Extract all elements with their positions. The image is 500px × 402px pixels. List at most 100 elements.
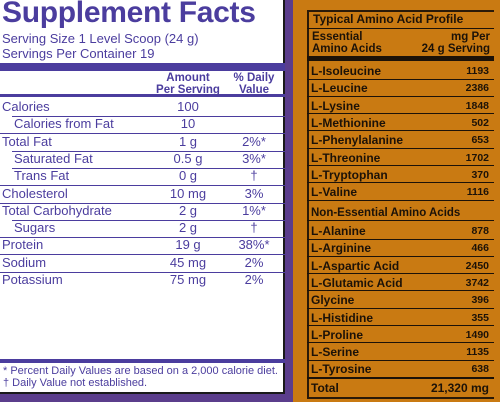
- amino-acid-name: L-Alanine: [311, 224, 366, 238]
- amino-acid-mg: 1702: [465, 151, 489, 164]
- thick-divider-top: [0, 63, 285, 71]
- amino-row-divider: [307, 342, 494, 344]
- amino-row-divider: [307, 273, 494, 275]
- amino-acid-mg: 1490: [465, 328, 489, 341]
- nutrient-row: Calories from Fat 10: [0, 115, 285, 135]
- nutrient-label: Cholesterol: [2, 185, 68, 201]
- amino-row-divider: [307, 325, 494, 326]
- amino-acid-name: L-Serine: [311, 345, 360, 360]
- amino-acid-name: L-Aspartic Acid: [311, 258, 400, 273]
- nutrient-amount: 1 g: [178, 133, 198, 149]
- amino-row-divider: [307, 307, 494, 309]
- amino-acid-name: L-Valine: [311, 185, 358, 200]
- nutrient-amount: 45 mg: [169, 254, 207, 270]
- col-header-mg-per-serving: mg Per 24 g Serving: [422, 31, 490, 55]
- amino-acid-name: Glycine: [311, 293, 355, 308]
- row-divider: [12, 219, 285, 221]
- amino-row-divider: [307, 113, 494, 115]
- amino-acid-row: L-Methionine 502: [307, 114, 494, 132]
- total-label: Total: [311, 381, 339, 395]
- amino-row-divider: [307, 182, 494, 184]
- amino-acid-name: L-Phenylalanine: [311, 133, 404, 148]
- amino-acid-row: L-Aspartic Acid 2450: [307, 257, 494, 275]
- amino-acid-mg: 1116: [466, 186, 489, 199]
- amino-acid-name: L-Arginine: [311, 241, 371, 256]
- amino-acid-mg: 1193: [466, 65, 489, 77]
- amino-acid-row: L-Histidine 355: [307, 309, 494, 326]
- nutrient-label: Potassium: [2, 272, 63, 287]
- header-divider: [0, 94, 285, 97]
- nutrient-amount: 100: [177, 99, 199, 114]
- nutrient-label: Protein: [2, 237, 44, 253]
- amino-acid-row: L-Phenylalanine 653: [307, 131, 494, 149]
- nutrient-row: Sugars 2 g †: [0, 219, 285, 239]
- serving-size: Serving Size 1 Level Scoop (24 g): [2, 31, 199, 46]
- col-header-mg-line-1: mg Per: [451, 31, 490, 43]
- amino-acid-mg: 466: [471, 242, 489, 255]
- header-dv-line-1: % Daily: [233, 72, 275, 84]
- amino-acid-mg: 355: [471, 311, 489, 324]
- nutrient-row: Total Fat 1 g 2%*: [0, 133, 285, 152]
- total-value: 21,320 mg: [430, 381, 489, 395]
- row-divider: [12, 167, 285, 169]
- nutrient-row: Saturated Fat 0.5 g 3%*: [0, 150, 285, 169]
- row-divider: [0, 185, 285, 187]
- amino-acid-mg: 653: [471, 134, 489, 147]
- col-header-essential-line-2: Amino Acids: [312, 43, 382, 55]
- amino-acid-mg: 1848: [465, 99, 489, 112]
- nutrient-amount: 10 mg: [169, 185, 207, 201]
- amino-acid-row: L-Arginine 466: [307, 239, 494, 257]
- amino-acid-row: L-Threonine 1702: [307, 149, 494, 166]
- amino-row-divider: [307, 165, 494, 166]
- nutrient-daily-value: 38%*: [238, 237, 270, 253]
- amino-acid-mg: 1135: [466, 346, 489, 359]
- footnotes: * Percent Daily Values are based on a 2,…: [3, 365, 278, 389]
- nutrient-label: Trans Fat: [14, 168, 70, 184]
- nutrient-amount: 75 mg: [169, 272, 207, 287]
- nutrient-daily-value: †: [250, 168, 258, 184]
- supplement-facts-label: Supplement Facts Serving Size 1 Level Sc…: [0, 0, 285, 394]
- row-divider: [0, 202, 285, 204]
- nutrient-amount: 0.5 g: [173, 150, 203, 166]
- amino-acid-mg: 396: [471, 294, 489, 307]
- amino-acid-name: L-Methionine: [311, 115, 386, 130]
- row-divider: [0, 237, 285, 239]
- amino-row-divider: [307, 95, 494, 97]
- nutrient-daily-value: 3%: [244, 185, 264, 201]
- nutrient-row: Sodium 45 mg 2%: [0, 254, 285, 273]
- amino-acid-profile-panel: Typical Amino Acid Profile Essential Ami…: [307, 10, 500, 399]
- non-essential-heading: Non-Essential Amino Acids: [311, 207, 461, 219]
- amino-row-divider: [307, 199, 494, 201]
- amino-acid-name: L-Lysine: [311, 98, 360, 113]
- non-essential-divider: [307, 220, 494, 221]
- amino-row-divider: [307, 130, 494, 132]
- amino-acid-name: L-Isoleucine: [311, 64, 382, 78]
- footnote-percent-dv: * Percent Daily Values are based on a 2,…: [3, 365, 278, 377]
- amino-profile-title: Typical Amino Acid Profile: [313, 12, 464, 26]
- amino-acid-row: L-Glutamic Acid 3742: [307, 274, 494, 292]
- amino-profile-border: [307, 10, 494, 399]
- title-divider: [307, 28, 494, 29]
- amino-acid-row: L-Tryptophan 370: [307, 166, 494, 184]
- nutrient-amount: 0 g: [178, 168, 198, 184]
- total-divider: [307, 377, 494, 379]
- header-dv-line-2: Value: [238, 84, 270, 96]
- amino-row-divider: [307, 78, 494, 80]
- amino-acid-mg: 638: [471, 363, 489, 376]
- header-daily-value: % Daily Value: [226, 72, 282, 96]
- row-divider: [0, 271, 285, 273]
- nutrient-label: Total Carbohydrate: [2, 202, 112, 218]
- nutrient-label: Calories from Fat: [14, 116, 114, 132]
- row-divider: [0, 133, 285, 135]
- nutrient-amount: 19 g: [175, 237, 201, 253]
- total-row: Total 21,320 mg: [307, 379, 494, 397]
- servings-per-container: Servings Per Container 19: [2, 46, 155, 61]
- nutrient-label: Sugars: [14, 220, 56, 236]
- amino-row-divider: [307, 290, 494, 292]
- serving-info: Serving Size 1 Level Scoop (24 g) Servin…: [2, 31, 199, 61]
- amino-acid-row: L-Leucine 2386: [307, 79, 494, 97]
- amino-row-divider: [307, 359, 494, 361]
- amino-acid-mg: 878: [471, 225, 489, 237]
- amino-acid-name: L-Proline: [311, 327, 364, 342]
- nutrient-row: Calories 100: [0, 98, 285, 117]
